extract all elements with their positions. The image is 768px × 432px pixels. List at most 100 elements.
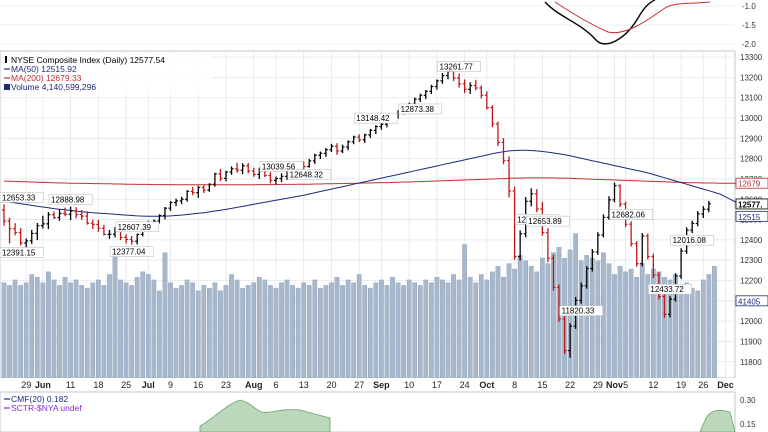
- ohlc-bar: [268, 172, 273, 184]
- ohlc-bar: [606, 196, 611, 220]
- y-tick-label: 13200: [740, 73, 763, 82]
- ohlc-bar: [679, 248, 684, 279]
- top-panel-grid: [0, 5, 735, 45]
- ohlc-bar: [418, 93, 423, 102]
- ohlc-bar: [340, 144, 345, 154]
- value-tag: 12577.: [735, 198, 768, 209]
- x-tick-label: 23: [221, 380, 231, 390]
- ohlc-bar: [479, 85, 484, 99]
- ohlc-bar: [224, 170, 228, 182]
- volume-bar: [256, 277, 262, 379]
- volume-bar: [18, 285, 24, 379]
- volume-bar: [423, 279, 429, 379]
- ohlc-bar: [46, 212, 51, 230]
- ohlc-bar: [212, 172, 217, 187]
- volume-bar: [390, 277, 395, 379]
- ohlc-bar: [468, 82, 473, 94]
- volume-bar: [401, 285, 406, 379]
- svg-text:12515: 12515: [738, 213, 761, 222]
- legend-ma200-text: MA(200) 12679.33: [11, 73, 82, 83]
- price-callout: 12653.33: [0, 192, 44, 203]
- cmf-area-right: [699, 409, 736, 432]
- ohlc-bar: [462, 79, 467, 94]
- x-tick-label: 24: [460, 380, 470, 390]
- svg-text:12873.38: 12873.38: [401, 105, 435, 114]
- ohlc-bar: [662, 293, 667, 318]
- volume-bar: [451, 274, 456, 379]
- volume-bar: [373, 282, 379, 379]
- x-tick-label: Oct: [479, 380, 494, 390]
- ohlc-bar: [373, 125, 378, 135]
- x-tick-label: 29: [593, 380, 603, 390]
- ohlc-bar: [346, 140, 351, 151]
- top-y-tick-label: -1.0: [742, 2, 756, 11]
- ohlc-bar: [40, 215, 45, 229]
- volume-bar: [540, 257, 545, 379]
- cmf-panel: CMF(20) 0.182 SCTR-$NYA undef 0.30 0.15: [0, 391, 756, 432]
- ohlc-icon: [5, 56, 7, 63]
- x-tick-label: 13: [299, 380, 309, 390]
- volume-bar: [46, 271, 51, 379]
- volume-bar: [1, 282, 7, 379]
- svg-text:13261.77: 13261.77: [440, 63, 474, 72]
- volume-bar: [51, 279, 57, 379]
- volume-bar: [145, 274, 151, 379]
- svg-text:12377.04: 12377.04: [112, 248, 146, 257]
- ohlc-bar: [618, 184, 623, 207]
- ohlc-bar: [595, 232, 600, 255]
- ohlc-bar: [562, 315, 567, 355]
- price-callout: 12682.06: [609, 209, 653, 220]
- ohlc-bar: [107, 229, 112, 239]
- volume-bar: [473, 282, 479, 379]
- ohlc-bar: [68, 206, 73, 220]
- ohlc-bar: [695, 211, 700, 227]
- volume-bar: [467, 277, 473, 379]
- ohlc-bar: [196, 185, 201, 198]
- volume-bar: [634, 277, 640, 379]
- volume-bar: [395, 282, 401, 379]
- svg-text:12653.33: 12653.33: [2, 193, 36, 202]
- cmf-legend: CMF(20) 0.182 SCTR-$NYA undef: [2, 393, 92, 414]
- ohlc-bar: [279, 173, 284, 183]
- price-callout: 12653.89: [526, 215, 570, 227]
- legend-price-text: NYSE Composite Index (Daily) 12577.54: [11, 55, 165, 65]
- x-tick-label: 15: [537, 380, 547, 390]
- svg-text:12648.32: 12648.32: [290, 171, 324, 180]
- top-y-tick-label: -2.0: [742, 40, 756, 49]
- volume-bar: [195, 290, 201, 379]
- x-tick-label: 5: [623, 380, 628, 390]
- x-tick-label: 12: [648, 380, 658, 390]
- ohlc-bar: [534, 189, 539, 213]
- volume-bar: [301, 282, 307, 379]
- volume-bar: [7, 285, 12, 379]
- svg-text:12888.98: 12888.98: [51, 196, 85, 205]
- ohlc-bar: [218, 169, 223, 182]
- ohlc-bar: [13, 223, 18, 236]
- price-callout: 12873.38: [398, 103, 443, 115]
- volume-bar: [517, 255, 523, 379]
- x-tick-label: 9: [168, 380, 173, 390]
- svg-text:12679: 12679: [738, 180, 761, 189]
- right-value-tags: 12679 12577. 12515 41405: [735, 177, 768, 306]
- ohlc-bar: [357, 134, 362, 143]
- ohlc-bar: [329, 143, 334, 152]
- ohlc-bar: [423, 89, 428, 100]
- ohlc-bar: [162, 206, 167, 220]
- ohlc-bar: [690, 220, 695, 234]
- price-callout: 12648.32: [287, 169, 332, 180]
- ohlc-bar: [235, 162, 240, 173]
- ohlc-bar: [490, 105, 495, 128]
- volume-bar: [295, 287, 301, 379]
- volume-bar: [273, 287, 279, 379]
- x-tick-label: 26: [698, 380, 708, 390]
- volume-bar: [251, 282, 257, 379]
- ohlc-bar: [640, 232, 645, 267]
- x-tick-label: 29: [21, 380, 31, 390]
- volume-bar: [695, 290, 701, 379]
- ohlc-bar: [429, 84, 434, 95]
- price-callout: 12607.39: [115, 221, 160, 233]
- volume-bar: [534, 271, 540, 379]
- ohlc-bar: [51, 211, 56, 219]
- ohlc-bar: [2, 204, 6, 226]
- volume-bar: [23, 282, 29, 379]
